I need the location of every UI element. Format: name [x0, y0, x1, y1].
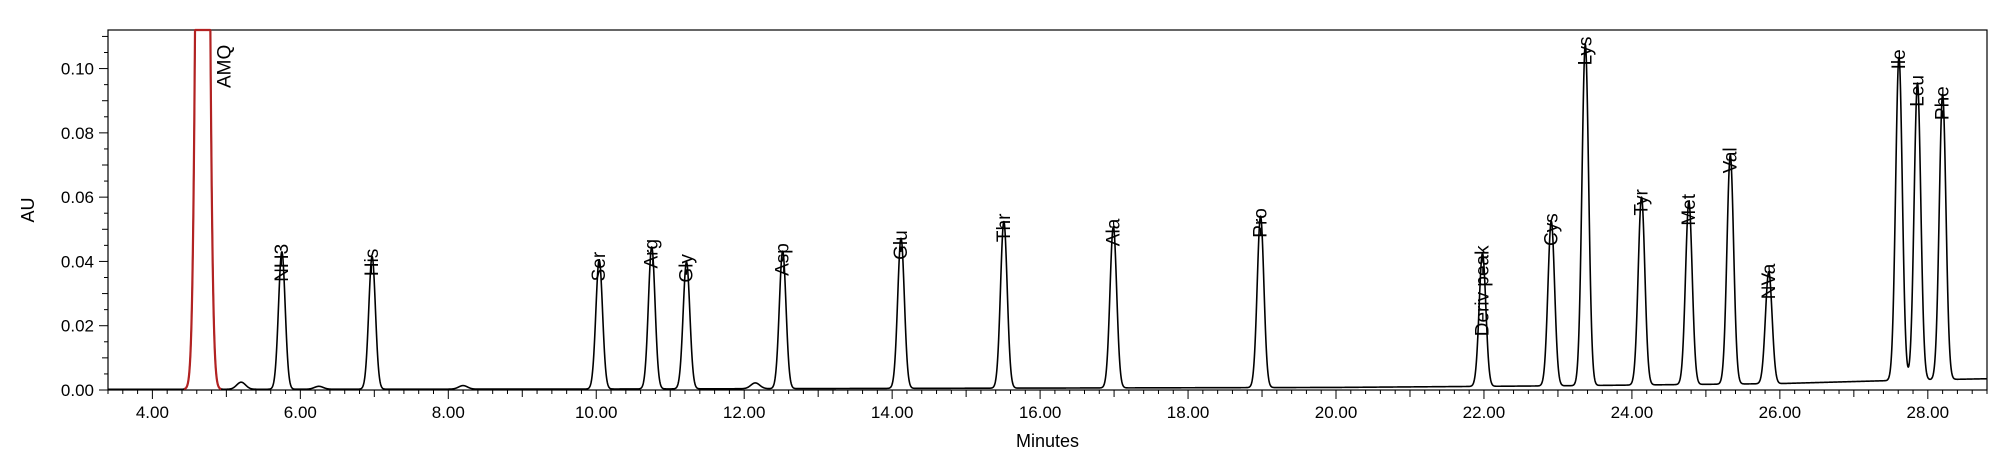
x-tick-label: 24.00: [1611, 403, 1654, 422]
y-tick-label: 0.06: [61, 188, 94, 207]
peak-label: Gly: [677, 254, 698, 283]
x-axis-title: Minutes: [1016, 431, 1079, 451]
reagent-peak-trace: [183, 28, 223, 391]
y-tick-label: 0.08: [61, 124, 94, 143]
peak-label: Ser: [589, 251, 610, 281]
peak-labels: AMQ NH3 His Ser Arg Gly Asp Glu Thr Ala Pro Deriv p…: [215, 36, 1954, 336]
peak-label: His: [362, 249, 383, 276]
peak-label: Tyr: [1632, 188, 1653, 215]
x-tick-label: 18.00: [1167, 403, 1210, 422]
peak-label: Asp: [773, 243, 794, 276]
peak-label: Thr: [994, 213, 1015, 242]
peak-label: NVa: [1759, 263, 1780, 299]
peak-label: Lys: [1575, 36, 1596, 65]
peak-label: NH3: [272, 244, 293, 282]
x-tick-label: 4.00: [136, 403, 169, 422]
x-tick-label: 26.00: [1759, 403, 1802, 422]
peak-label: Phe: [1933, 86, 1954, 120]
axes: 4.00 6.00 8.00 10.00 12.00 14.00 16.00 18.00 20.…: [61, 29, 1988, 422]
peak-label: AMQ: [215, 45, 236, 88]
y-tick-label: 0.00: [61, 381, 94, 400]
peak-label: Leu: [1907, 75, 1928, 107]
peak-label: Ile: [1889, 49, 1910, 69]
peak-label: Val: [1720, 147, 1741, 173]
peak-label: Deriv peak: [1472, 245, 1493, 336]
peak-label: Arg: [642, 239, 663, 269]
y-axis-title: AU: [18, 197, 38, 222]
x-tick-label: 20.00: [1315, 403, 1358, 422]
peak-label: Ala: [1103, 218, 1124, 246]
x-tick-label: 16.00: [1019, 403, 1062, 422]
peak-label: Glu: [891, 230, 912, 260]
peak-label: Cys: [1541, 213, 1562, 246]
y-tick-label: 0.02: [61, 317, 94, 336]
x-tick-label: 10.00: [575, 403, 618, 422]
x-tick-label: 12.00: [723, 403, 766, 422]
y-tick-label: 0.04: [61, 252, 94, 271]
trace-layer: [107, 28, 1988, 391]
x-tick-label: 22.00: [1463, 403, 1506, 422]
peak-label: Met: [1679, 193, 1700, 225]
peak-label: Pro: [1251, 208, 1272, 238]
x-tick-label: 8.00: [432, 403, 465, 422]
x-tick-label: 28.00: [1907, 403, 1950, 422]
x-tick-label: 6.00: [284, 403, 317, 422]
plot-frame: [107, 29, 1988, 391]
y-tick-label: 0.10: [61, 60, 94, 79]
x-tick-label: 14.00: [871, 403, 914, 422]
chromatogram-trace: [107, 29, 1988, 391]
